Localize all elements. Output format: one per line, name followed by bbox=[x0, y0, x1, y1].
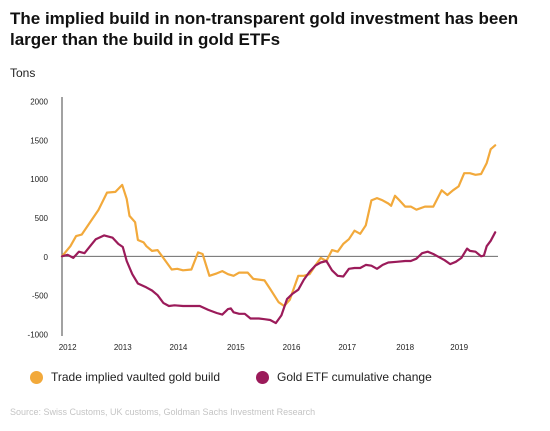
y-tick-label: 1500 bbox=[30, 136, 48, 145]
x-tick-label: 2019 bbox=[450, 343, 468, 352]
y-tick-label: 0 bbox=[44, 253, 49, 262]
x-tick-label: 2017 bbox=[338, 343, 356, 352]
y-axis-unit-label: Tons bbox=[10, 66, 36, 80]
y-tick-label: -1000 bbox=[28, 331, 49, 340]
legend-swatch-vaulted-gold bbox=[30, 370, 43, 384]
chart-title: The implied build in non-transparent gol… bbox=[10, 9, 519, 49]
x-tick-label: 2013 bbox=[114, 343, 132, 352]
y-tick-label: 2000 bbox=[30, 98, 48, 107]
legend-item-gold-etf: Gold ETF cumulative change bbox=[256, 370, 432, 384]
y-tick-label: 500 bbox=[35, 214, 49, 223]
x-tick-label: 2015 bbox=[227, 343, 245, 352]
x-tick-label: 2014 bbox=[170, 343, 188, 352]
legend: Trade implied vaulted gold build Gold ET… bbox=[30, 370, 468, 384]
x-tick-label: 2016 bbox=[283, 343, 301, 352]
legend-label-gold-etf: Gold ETF cumulative change bbox=[277, 370, 432, 384]
source-note: Source: Swiss Customs, UK customs, Goldm… bbox=[10, 407, 316, 417]
legend-label-vaulted-gold: Trade implied vaulted gold build bbox=[51, 370, 220, 384]
legend-item-vaulted-gold: Trade implied vaulted gold build bbox=[30, 370, 220, 384]
y-tick-label: 1000 bbox=[30, 175, 48, 184]
x-tick-label: 2012 bbox=[59, 343, 77, 352]
series-line-gold-etf bbox=[60, 231, 497, 325]
x-tick-label: 2018 bbox=[396, 343, 414, 352]
legend-swatch-gold-etf bbox=[256, 370, 269, 384]
y-tick-label: -500 bbox=[32, 292, 49, 301]
series-line-vaulted-gold bbox=[60, 144, 497, 308]
